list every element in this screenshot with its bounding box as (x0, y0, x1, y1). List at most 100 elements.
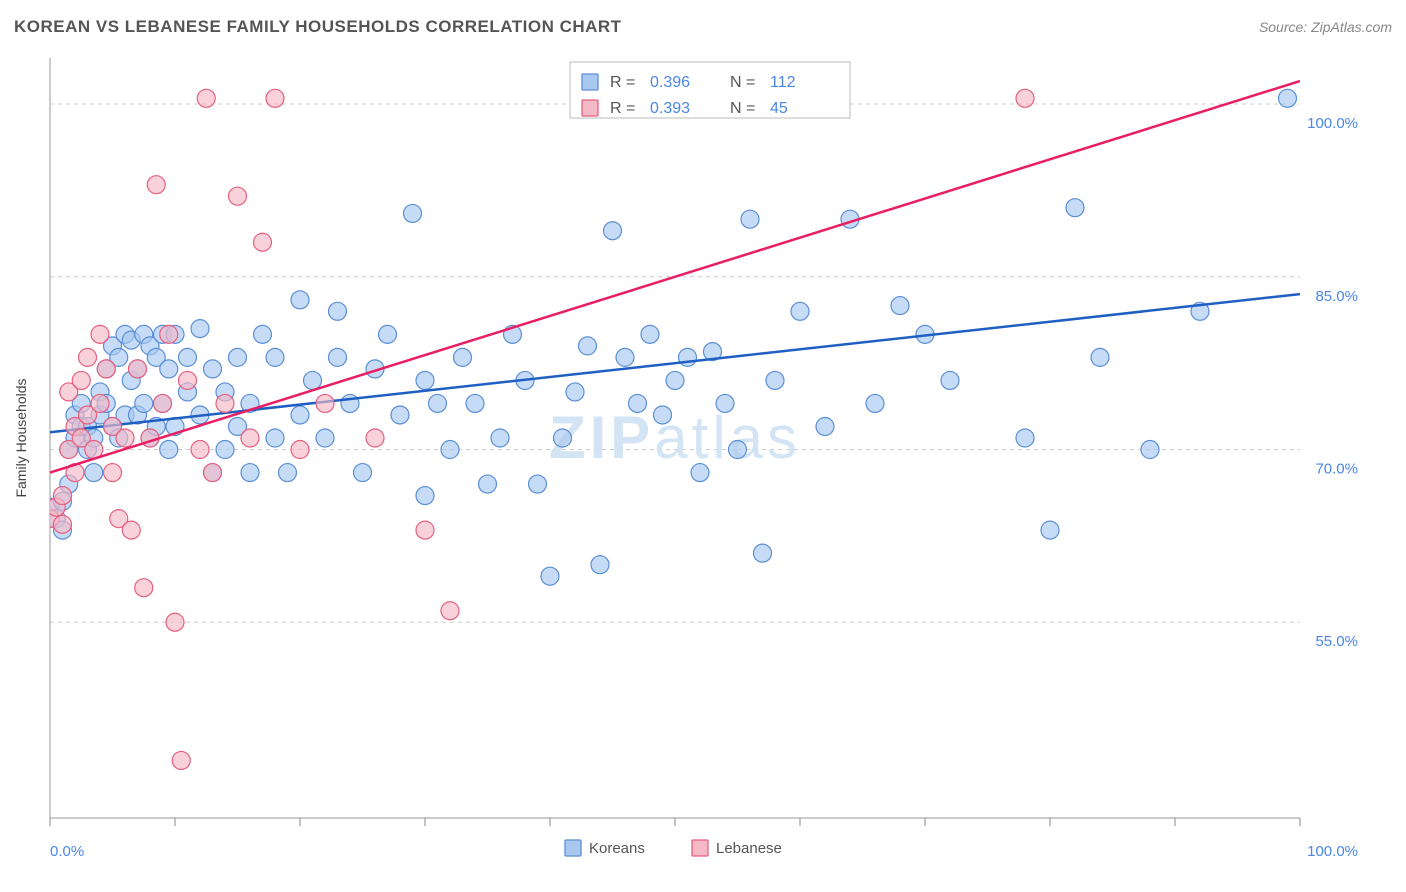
y-tick-label: 100.0% (1307, 115, 1358, 132)
scatter-point (197, 89, 215, 107)
scatter-point (241, 429, 259, 447)
scatter-point (91, 325, 109, 343)
scatter-point (666, 371, 684, 389)
scatter-point (316, 429, 334, 447)
scatter-point (441, 441, 459, 459)
scatter-point (329, 302, 347, 320)
scatter-point (566, 383, 584, 401)
correlation-chart: KOREAN VS LEBANESE FAMILY HOUSEHOLDS COR… (0, 0, 1406, 892)
scatter-point (1016, 429, 1034, 447)
scatter-point (629, 394, 647, 412)
scatter-point (91, 394, 109, 412)
scatter-point (454, 348, 472, 366)
scatter-point (1041, 521, 1059, 539)
legend-r-label: R = (610, 100, 635, 117)
scatter-point (791, 302, 809, 320)
scatter-point (304, 371, 322, 389)
scatter-point (579, 337, 597, 355)
y-tick-label: 70.0% (1315, 461, 1358, 478)
scatter-point (154, 394, 172, 412)
y-axis-label: Family Households (13, 378, 29, 497)
scatter-point (1141, 441, 1159, 459)
scatter-point (891, 297, 909, 315)
scatter-point (279, 464, 297, 482)
scatter-point (72, 371, 90, 389)
scatter-point (354, 464, 372, 482)
scatter-point (554, 429, 572, 447)
scatter-point (166, 613, 184, 631)
scatter-point (541, 567, 559, 585)
scatter-point (191, 441, 209, 459)
scatter-point (316, 394, 334, 412)
scatter-point (160, 360, 178, 378)
scatter-point (97, 360, 115, 378)
scatter-point (1091, 348, 1109, 366)
scatter-point (160, 441, 178, 459)
scatter-point (1279, 89, 1297, 107)
scatter-point (204, 360, 222, 378)
scatter-point (754, 544, 772, 562)
scatter-point (404, 204, 422, 222)
scatter-point (604, 222, 622, 240)
scatter-point (816, 417, 834, 435)
legend-swatch (582, 100, 598, 116)
x-min-label: 0.0% (50, 843, 84, 860)
chart-title: KOREAN VS LEBANESE FAMILY HOUSEHOLDS COR… (14, 17, 622, 36)
x-max-label: 100.0% (1307, 843, 1358, 860)
scatter-point (766, 371, 784, 389)
scatter-point (254, 325, 272, 343)
scatter-point (466, 394, 484, 412)
scatter-point (491, 429, 509, 447)
scatter-point (179, 371, 197, 389)
scatter-point (291, 291, 309, 309)
scatter-point (866, 394, 884, 412)
scatter-point (79, 348, 97, 366)
scatter-point (54, 515, 72, 533)
scatter-point (116, 429, 134, 447)
scatter-point (54, 487, 72, 505)
scatter-point (191, 320, 209, 338)
scatter-point (266, 348, 284, 366)
scatter-point (104, 464, 122, 482)
bottom-legend-swatch (565, 840, 581, 856)
bottom-legend-label: Koreans (589, 840, 645, 857)
scatter-point (1016, 89, 1034, 107)
legend-n-label: N = (730, 74, 755, 91)
legend-r-value: 0.393 (650, 100, 690, 117)
watermark: ZIPatlas (549, 404, 801, 471)
scatter-point (122, 521, 140, 539)
scatter-point (616, 348, 634, 366)
scatter-point (366, 429, 384, 447)
scatter-point (85, 464, 103, 482)
legend-n-value: 45 (770, 100, 788, 117)
scatter-point (591, 556, 609, 574)
scatter-point (266, 429, 284, 447)
scatter-point (941, 371, 959, 389)
scatter-point (179, 348, 197, 366)
scatter-point (129, 360, 147, 378)
scatter-point (147, 176, 165, 194)
legend-swatch (582, 74, 598, 90)
bottom-legend-label: Lebanese (716, 840, 782, 857)
scatter-point (529, 475, 547, 493)
scatter-point (254, 233, 272, 251)
y-tick-label: 85.0% (1315, 288, 1358, 305)
scatter-point (160, 325, 178, 343)
scatter-point (266, 89, 284, 107)
scatter-point (216, 441, 234, 459)
scatter-point (229, 348, 247, 366)
scatter-point (1066, 199, 1084, 217)
scatter-point (229, 187, 247, 205)
legend-n-value: 112 (770, 74, 796, 91)
scatter-point (204, 464, 222, 482)
scatter-point (441, 602, 459, 620)
scatter-point (416, 371, 434, 389)
scatter-point (654, 406, 672, 424)
scatter-point (741, 210, 759, 228)
scatter-point (329, 348, 347, 366)
scatter-point (391, 406, 409, 424)
scatter-point (641, 325, 659, 343)
scatter-point (379, 325, 397, 343)
legend-r-label: R = (610, 74, 635, 91)
scatter-point (416, 521, 434, 539)
